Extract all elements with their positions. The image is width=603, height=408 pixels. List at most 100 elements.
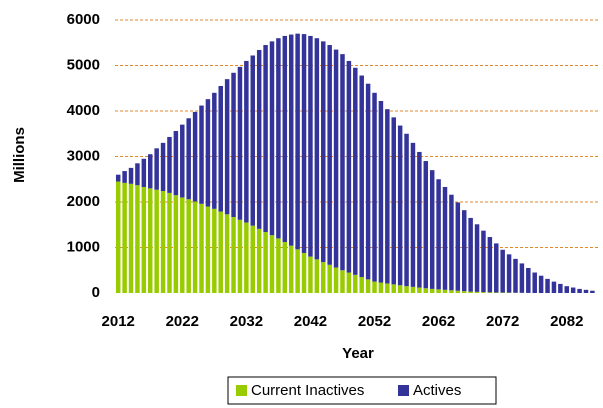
bar-segment (288, 245, 294, 293)
bar-segment (436, 289, 441, 293)
bar-segment (148, 188, 153, 293)
bar-segment (173, 195, 179, 293)
bar-segment (199, 105, 204, 204)
x-tick-label: 2012 (102, 313, 135, 330)
bar-segment (256, 50, 262, 229)
bar-segment (391, 284, 396, 293)
bar-segment (263, 232, 268, 293)
bar-segment (590, 290, 595, 293)
bar-segment (141, 158, 147, 187)
bar-segment (154, 189, 159, 293)
bar-segment (378, 282, 384, 293)
bar-segment (410, 142, 416, 287)
bar-segment (192, 111, 198, 202)
bar-segment (423, 288, 429, 293)
bar-segment (359, 75, 364, 278)
bar-segment (321, 262, 326, 293)
bar-segment (269, 41, 275, 236)
bar-segment (404, 286, 409, 293)
bar-segment (442, 289, 448, 293)
bar-segment (558, 283, 563, 293)
bar-segment (487, 292, 493, 293)
bar-segment (506, 254, 512, 293)
bar-segment (391, 117, 396, 285)
bar-segment (532, 272, 537, 293)
bar-segment (564, 286, 569, 293)
bar-segment (327, 45, 332, 265)
bar-segment (372, 281, 377, 293)
bar-segment (378, 100, 384, 283)
bar-segment (538, 275, 544, 293)
bar-segment (160, 191, 166, 293)
bar-segment (263, 45, 268, 233)
y-tick-label: 2000 (67, 193, 100, 210)
bar-segment (148, 154, 153, 189)
bar-segment (244, 60, 249, 223)
bar-segment (449, 290, 454, 293)
bar-segment (404, 133, 409, 287)
bar-segment (205, 206, 211, 293)
x-tick-label: 2062 (422, 313, 455, 330)
bar-segment (128, 183, 134, 293)
legend-box (227, 376, 497, 405)
bar-segment (340, 270, 345, 293)
bar-segment (301, 252, 307, 293)
x-tick-label: 2022 (166, 313, 199, 330)
bar-segment (429, 170, 435, 289)
bar-segment (397, 285, 403, 293)
bar-segment (429, 288, 435, 293)
bar-segment (333, 267, 339, 293)
bar-segment (340, 54, 345, 271)
bar-segment (513, 258, 518, 293)
bar-segment (180, 124, 185, 198)
bar-segment (199, 203, 204, 293)
bar-segment (314, 259, 320, 293)
bar-segment (481, 230, 486, 293)
bar-segment (167, 192, 172, 293)
bar-segment (128, 167, 134, 184)
y-tick-label: 3000 (67, 147, 100, 164)
bar-segment (417, 287, 422, 293)
bar-segment (417, 151, 422, 288)
bar-segment (461, 291, 467, 293)
bar-segment (218, 211, 223, 293)
bar-segment (160, 142, 166, 192)
bar-segment (269, 235, 275, 293)
bar-segment (385, 283, 390, 293)
bar-segment (455, 202, 461, 291)
legend-swatch (236, 385, 247, 396)
bar-segment (173, 131, 179, 196)
bar-segment (122, 182, 127, 293)
bar-segment (500, 249, 505, 293)
bar-segment (545, 278, 550, 293)
bar-segment (372, 92, 377, 282)
bar-segment (250, 55, 256, 226)
bar-segment (224, 214, 230, 293)
bar-segment (288, 34, 294, 246)
legend-swatch (398, 385, 409, 396)
bar-segment (282, 35, 288, 243)
bar-segment (224, 79, 230, 215)
bar-segment (397, 125, 403, 286)
y-tick-label: 5000 (67, 56, 100, 73)
bar-segment (468, 217, 473, 292)
bar-segment (308, 256, 313, 293)
bar-segment (346, 60, 352, 273)
bar-segment (494, 243, 499, 293)
bar-segment (327, 264, 332, 293)
bar-segment (295, 33, 300, 250)
bar-segment (237, 66, 243, 220)
bar-segment (231, 72, 236, 218)
bar-segment (365, 279, 371, 293)
bar-segment (577, 288, 582, 293)
bar-segment (494, 292, 499, 293)
bar-segment (276, 38, 281, 239)
bar-segment (115, 174, 121, 182)
bar-segment (154, 148, 159, 190)
bar-segment (237, 219, 243, 293)
bar-segment (186, 199, 191, 293)
x-tick-label: 2042 (294, 313, 327, 330)
y-tick-label: 1000 (67, 238, 100, 255)
y-axis-label: Millions (11, 127, 28, 183)
